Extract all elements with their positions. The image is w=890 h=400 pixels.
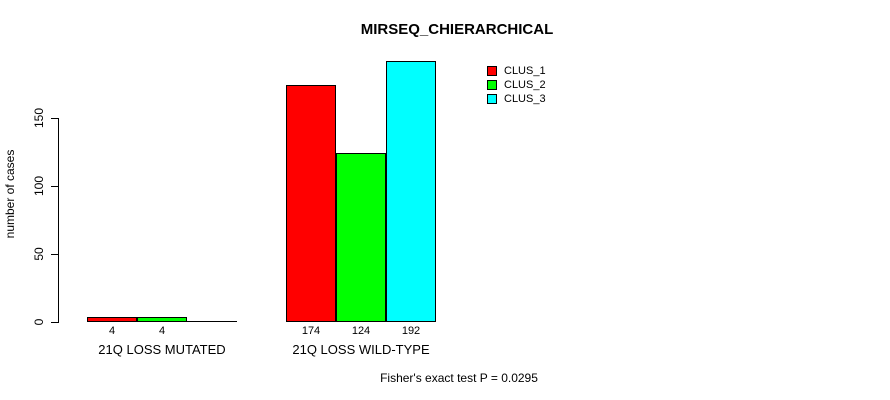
- bar-clus_3-2: [386, 61, 436, 322]
- bar-clus_2-1: [137, 317, 187, 322]
- bar-value-label: 124: [351, 325, 371, 337]
- y-tick-label: 50: [32, 247, 46, 261]
- bar-value-label: 174: [301, 325, 321, 337]
- bar-clus_1-2: [286, 85, 336, 322]
- bar-value-label: 4: [158, 325, 166, 337]
- legend-swatch-clus_1: [487, 66, 497, 76]
- y-tick-label: 0: [32, 318, 46, 326]
- statistics-annotation: Fisher's exact test P = 0.0295: [380, 371, 538, 385]
- legend-row: CLUS_1: [487, 64, 546, 78]
- y-tick-label: 100: [32, 175, 46, 197]
- y-tick-label: 150: [32, 107, 46, 129]
- y-tick-mark: [51, 186, 58, 187]
- zero-bar-clus_3-1: [187, 321, 237, 322]
- legend-label: CLUS_2: [504, 78, 546, 91]
- y-tick-mark: [51, 118, 58, 119]
- y-tick-mark: [51, 322, 58, 323]
- bar-value-label: 192: [401, 325, 421, 337]
- y-axis-line: [58, 118, 59, 323]
- legend-label: CLUS_1: [504, 64, 546, 77]
- bar-clus_1-1: [87, 317, 137, 322]
- bar-value-label: 4: [108, 325, 116, 337]
- legend: CLUS_1 CLUS_2 CLUS_3: [487, 64, 546, 106]
- x-category-label: 21Q LOSS MUTATED: [98, 342, 226, 357]
- y-tick-mark: [51, 254, 58, 255]
- legend-row: CLUS_3: [487, 92, 546, 106]
- legend-label: CLUS_3: [504, 92, 546, 105]
- x-category-label: 21Q LOSS WILD-TYPE: [292, 342, 430, 357]
- legend-row: CLUS_2: [487, 78, 546, 92]
- legend-swatch-clus_2: [487, 80, 497, 90]
- legend-swatch-clus_3: [487, 94, 497, 104]
- chart-title: MIRSEQ_CHIERARCHICAL: [360, 21, 554, 38]
- bar-clus_2-2: [336, 153, 386, 322]
